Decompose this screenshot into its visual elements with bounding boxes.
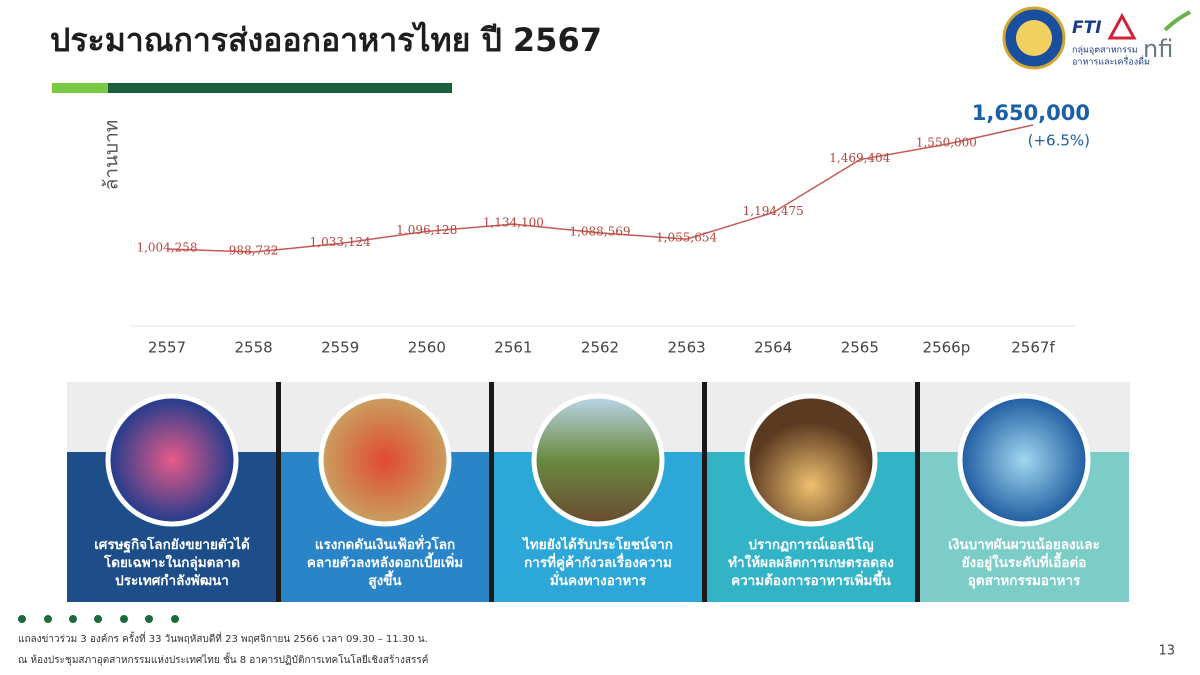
value-label: 1,134,100	[483, 216, 544, 230]
footer-line: แถลงข่าวร่วม 3 องค์กร ครั้งที่ 33 วันพฤห…	[18, 631, 428, 645]
value-label: 988,732	[229, 244, 279, 258]
page-number: 13	[1158, 644, 1175, 659]
x-tick-label: 2561	[494, 339, 532, 357]
line	[166, 124, 1034, 253]
panel-text: อุตสาหกรรมอาหาร	[968, 573, 1081, 589]
panel-text: มั่นคงทางอาหาร	[550, 570, 647, 589]
x-tick-label: 2557	[148, 339, 186, 357]
logo-leaf	[1163, 10, 1191, 32]
panel-image	[318, 393, 452, 527]
panel-divider	[915, 382, 920, 602]
value-label: 1,550,000	[916, 136, 977, 150]
panel-text: สูงขึ้น	[368, 570, 402, 589]
value-label-highlight: 1,650,000	[972, 101, 1090, 125]
footer-dots	[18, 615, 179, 623]
x-tick-label: 2564	[754, 339, 792, 357]
title-bar-accent	[52, 83, 108, 93]
panel-text: เศรษฐกิจโลกยังขยายตัวได้	[94, 535, 250, 554]
value-label: 1,033,124	[310, 235, 371, 249]
panel-text: ไทยยังได้รับประโยชน์จาก	[521, 535, 673, 553]
panel-image	[105, 393, 239, 527]
dot	[69, 615, 77, 623]
x-tick-label: 2558	[235, 339, 273, 357]
x-tick-label: 2560	[408, 339, 446, 357]
footer-line: ณ ห้องประชุมสภาอุตสาหกรรมแห่งประเทศไทย ช…	[18, 652, 428, 666]
dot	[18, 615, 26, 623]
x-tick-label: 2559	[321, 339, 359, 357]
panel-text: ประเทศกำลังพัฒนา	[115, 573, 229, 589]
value-label: 1,088,569	[569, 224, 630, 238]
value-label: 1,469,404	[829, 151, 890, 165]
value-label: 1,194,475	[743, 204, 804, 218]
panel-text: คลายตัวลงหลังดอกเบี้ยเพิ่ม	[307, 552, 463, 571]
panel-text: การที่คู่ค้ากังวลเรื่องความ	[524, 552, 672, 571]
y-axis-label: ล้านบาท	[101, 120, 123, 191]
panel-divider	[276, 382, 281, 602]
logo-group-2: อาหารและเครื่องดื่ม	[1072, 55, 1150, 68]
value-label: 1,055,654	[656, 231, 717, 245]
logo-triangle	[1107, 12, 1137, 40]
dot	[120, 615, 128, 623]
panel-divider	[702, 382, 707, 602]
panel-text: ทำให้ผลผลิตการเกษตรลดลง	[728, 554, 894, 571]
panel-divider	[489, 382, 494, 602]
panels: เศรษฐกิจโลกยังขยายตัวได้โดยเฉพาะในกลุ่มต…	[67, 382, 1129, 602]
annotation: (+6.5%)	[1028, 132, 1090, 150]
panel-text: ความต้องการอาหารเพิ่มขึ้น	[731, 570, 892, 589]
panel-text: ยังอยู่ในระดับที่เอื้อต่อ	[962, 552, 1087, 571]
logo-fti: FTI	[1072, 18, 1102, 38]
title-bar	[108, 83, 452, 93]
value-label: 1,096,128	[396, 223, 457, 237]
panel-text: ปรากฏการณ์เอลนีโญ	[748, 535, 873, 553]
panel-text: เงินบาทผันผวนน้อยลงและ	[948, 537, 1100, 553]
dot	[171, 615, 179, 623]
x-tick-label: 2563	[668, 339, 706, 357]
dot	[44, 615, 52, 623]
slide-title: ประมาณการส่งออกอาหารไทย ปี 2567	[50, 21, 602, 59]
x-tick-label: 2565	[841, 339, 879, 357]
logo-group-1: กลุ่มอุตสาหกรรม	[1072, 46, 1138, 56]
logo-nfi: nfi	[1143, 35, 1173, 63]
panel-text: โดยเฉพาะในกลุ่มตลาด	[103, 553, 240, 571]
logo-seal-center	[1016, 20, 1052, 56]
panel-image	[744, 393, 878, 527]
panel-image	[531, 393, 665, 527]
dot	[145, 615, 153, 623]
x-tick-label: 2567f	[1011, 339, 1055, 357]
chart: 1,004,258 988,732 1,033,124 1,096,128 1,134,…	[136, 101, 1090, 357]
value-label: 1,004,258	[136, 241, 197, 255]
panel-image	[957, 393, 1091, 527]
dot	[94, 615, 102, 623]
x-tick-label: 2562	[581, 339, 619, 357]
x-tick-label: 2566p	[923, 339, 971, 357]
panel-text: แรงกดดันเงินเฟ้อทั่วโลก	[315, 534, 455, 553]
